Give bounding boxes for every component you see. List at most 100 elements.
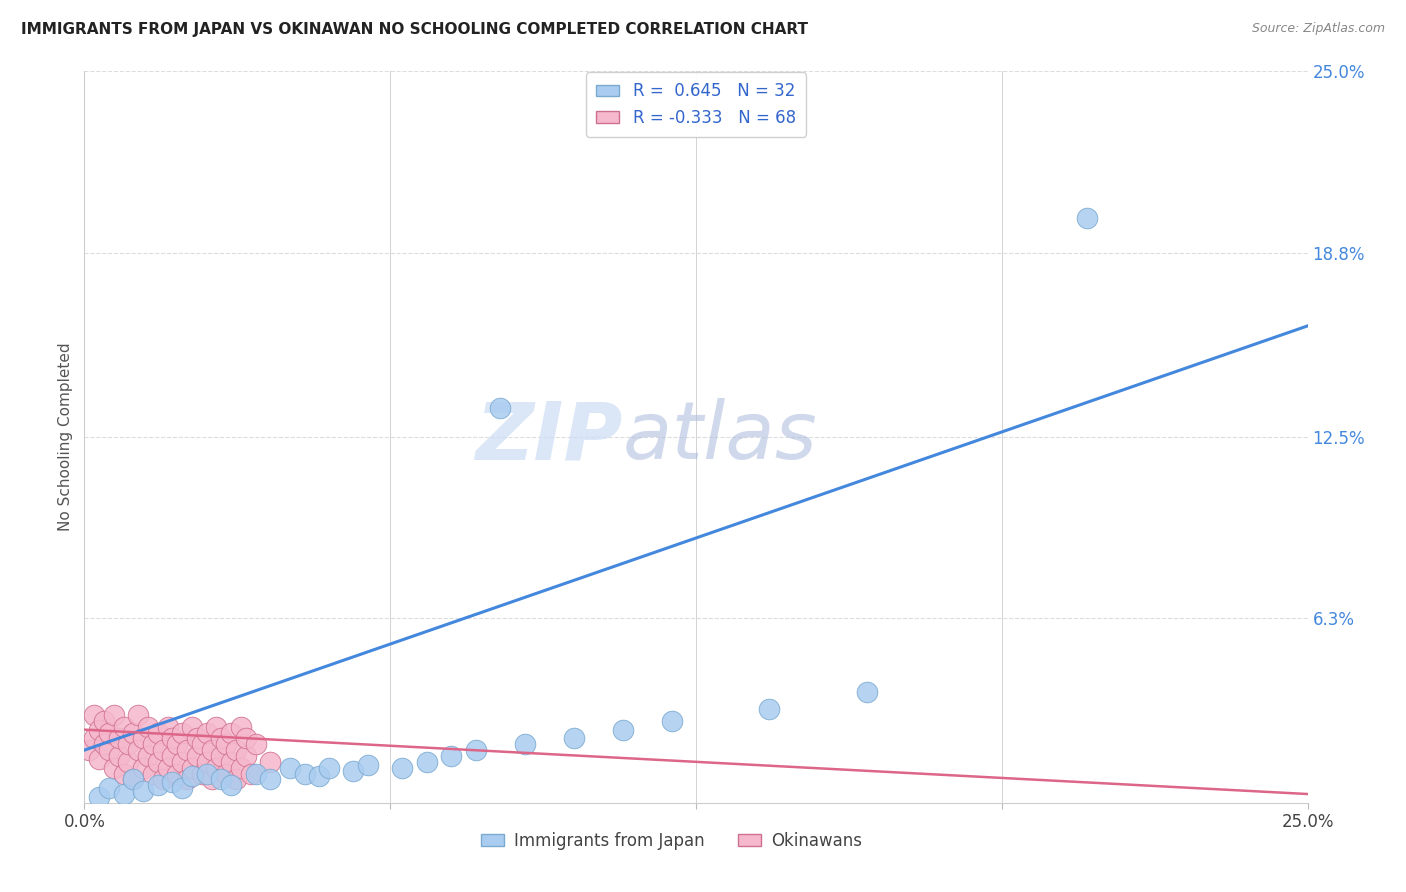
Text: IMMIGRANTS FROM JAPAN VS OKINAWAN NO SCHOOLING COMPLETED CORRELATION CHART: IMMIGRANTS FROM JAPAN VS OKINAWAN NO SCH… <box>21 22 808 37</box>
Point <box>239 766 262 780</box>
Point <box>162 775 184 789</box>
Point <box>215 766 238 780</box>
Point <box>162 749 184 764</box>
Point <box>156 720 179 734</box>
Point <box>122 772 145 787</box>
Point <box>342 764 364 778</box>
Point <box>195 755 218 769</box>
Point <box>195 725 218 739</box>
Text: atlas: atlas <box>623 398 817 476</box>
Point <box>200 743 222 757</box>
Point <box>107 731 129 746</box>
Point <box>259 772 281 787</box>
Point <box>225 743 247 757</box>
Point <box>661 714 683 728</box>
Point <box>93 737 115 751</box>
Text: Source: ZipAtlas.com: Source: ZipAtlas.com <box>1251 22 1385 36</box>
Point <box>219 725 242 739</box>
Point <box>97 743 120 757</box>
Point <box>107 749 129 764</box>
Point <box>172 781 194 796</box>
Point <box>97 725 120 739</box>
Point <box>612 723 634 737</box>
Point <box>146 755 169 769</box>
Point <box>166 766 188 780</box>
Point <box>122 772 145 787</box>
Point <box>117 755 139 769</box>
Point <box>176 743 198 757</box>
Point <box>103 761 125 775</box>
Point <box>132 731 155 746</box>
Point <box>489 401 512 415</box>
Point <box>87 789 110 804</box>
Point <box>97 781 120 796</box>
Point <box>209 731 232 746</box>
Point <box>205 720 228 734</box>
Point <box>209 749 232 764</box>
Point <box>205 761 228 775</box>
Point <box>103 708 125 723</box>
Point <box>186 749 208 764</box>
Point <box>225 772 247 787</box>
Point <box>176 772 198 787</box>
Point <box>146 778 169 792</box>
Point <box>156 761 179 775</box>
Point <box>229 720 252 734</box>
Point <box>181 720 204 734</box>
Point <box>172 755 194 769</box>
Point <box>186 731 208 746</box>
Point <box>235 731 257 746</box>
Point <box>172 725 194 739</box>
Point <box>87 723 110 737</box>
Point <box>93 714 115 728</box>
Point <box>464 743 486 757</box>
Point <box>152 772 174 787</box>
Point <box>77 743 100 757</box>
Point <box>215 737 238 751</box>
Point <box>191 766 214 780</box>
Text: ZIP: ZIP <box>475 398 623 476</box>
Point <box>152 743 174 757</box>
Point <box>1076 211 1098 225</box>
Point <box>513 737 536 751</box>
Point <box>209 772 232 787</box>
Point <box>200 772 222 787</box>
Point <box>195 766 218 780</box>
Point <box>416 755 439 769</box>
Point <box>112 787 135 801</box>
Point <box>259 755 281 769</box>
Point <box>229 761 252 775</box>
Point <box>132 761 155 775</box>
Point <box>162 731 184 746</box>
Point <box>191 737 214 751</box>
Point <box>391 761 413 775</box>
Point <box>562 731 585 746</box>
Point <box>142 737 165 751</box>
Point <box>142 766 165 780</box>
Point <box>245 737 267 751</box>
Point <box>146 725 169 739</box>
Point <box>112 766 135 780</box>
Point <box>127 708 149 723</box>
Point <box>219 755 242 769</box>
Point <box>235 749 257 764</box>
Point <box>318 761 340 775</box>
Point <box>83 708 105 723</box>
Point <box>166 737 188 751</box>
Point <box>117 737 139 751</box>
Point <box>758 702 780 716</box>
Point <box>245 766 267 780</box>
Point <box>122 725 145 739</box>
Point <box>294 766 316 780</box>
Point <box>440 749 463 764</box>
Point <box>136 720 159 734</box>
Point <box>357 757 380 772</box>
Point <box>219 778 242 792</box>
Point <box>308 769 330 783</box>
Y-axis label: No Schooling Completed: No Schooling Completed <box>58 343 73 532</box>
Legend: Immigrants from Japan, Okinawans: Immigrants from Japan, Okinawans <box>474 825 869 856</box>
Point <box>856 684 879 698</box>
Point <box>181 761 204 775</box>
Point <box>136 749 159 764</box>
Point <box>181 769 204 783</box>
